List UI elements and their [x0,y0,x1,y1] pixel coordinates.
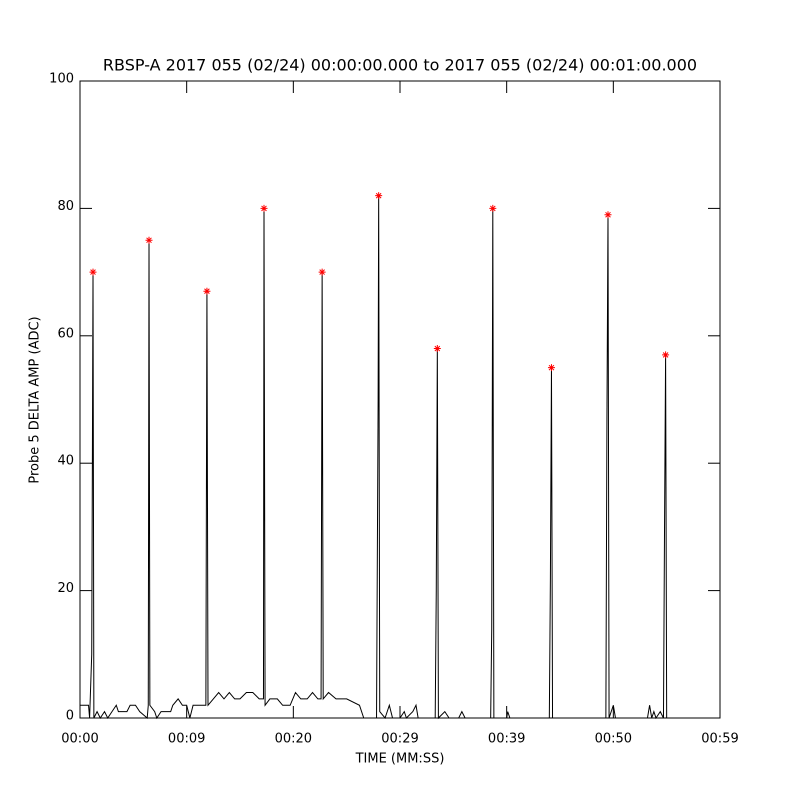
x-tick-label: 00:59 [701,732,738,747]
peak-marker [547,364,555,372]
x-tick-label: 00:29 [381,732,418,747]
y-tick-label: 100 [49,72,74,87]
peak-marker [433,345,441,353]
x-tick-label: 00:39 [488,732,525,747]
peak-marker [662,351,670,359]
x-tick-label: 00:20 [275,732,312,747]
peak-marker [89,268,97,276]
x-tick-label: 00:50 [595,732,632,747]
y-tick-label: 0 [66,709,74,724]
x-axis-label: TIME (MM:SS) [355,752,445,767]
chart-title: RBSP-A 2017 055 (02/24) 00:00:00.000 to … [103,56,697,75]
y-tick-label: 60 [57,326,74,341]
data-line [80,195,668,720]
peak-marker [604,211,612,219]
y-tick-label: 80 [57,199,74,214]
peak-marker [318,268,326,276]
x-tick-label: 00:00 [61,732,98,747]
x-tick-label: 00:09 [168,732,205,747]
y-tick-label: 20 [57,581,74,596]
peak-marker [375,192,383,200]
y-tick-label: 40 [57,454,74,469]
peak-marker [260,204,268,212]
peak-marker [489,204,497,212]
y-axis-label: Probe 5 DELTA AMP (ADC) [28,316,43,483]
peak-marker [145,236,153,244]
peak-marker [203,287,211,295]
plot-frame [79,80,721,719]
